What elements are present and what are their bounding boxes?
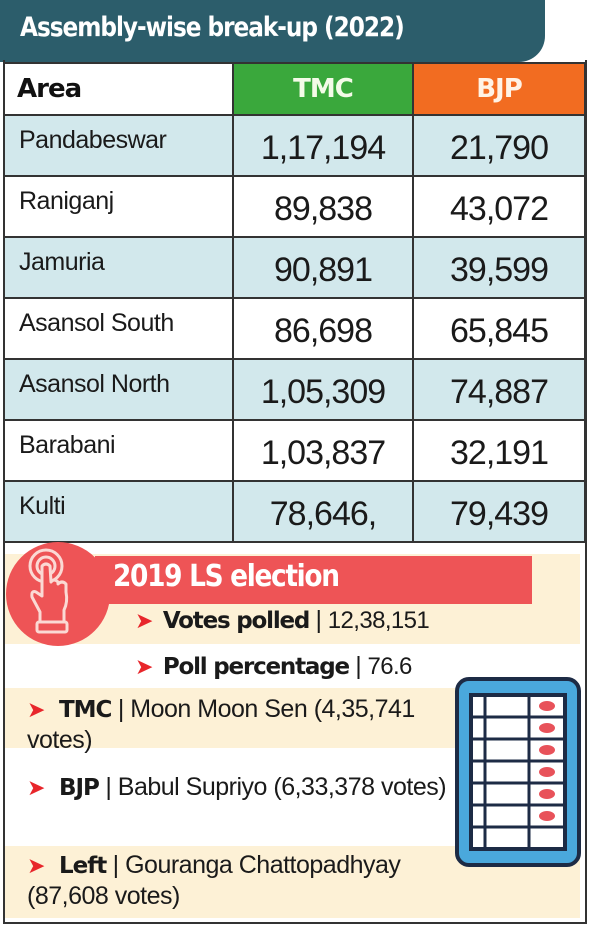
stat-label: Poll percentage (162, 654, 350, 680)
tmc-votes-cell: 90,891 (232, 236, 414, 299)
area-cell: Jamuria (3, 236, 234, 299)
column-header-tmc: TMC (232, 62, 414, 116)
bjp-votes-cell: 39,599 (412, 236, 586, 299)
area-cell: Raniganj (3, 175, 234, 238)
candidate-detail: Babul Supriyo (6,33,378 votes) (117, 773, 447, 801)
candidate-bjp: ➤ BJP | Babul Supriyo (6,33,378 votes) (27, 772, 457, 803)
party-label: BJP (58, 775, 100, 801)
candidate-detail: Gouranga Chattopadhyay (87,608 votes) (27, 851, 401, 910)
candidate-detail: Moon Moon Sen (4,35,741 votes) (27, 695, 415, 754)
table-row: Barabani 1,03,837 32,191 (3, 419, 586, 482)
stat-label: Votes polled (162, 608, 311, 634)
section-heading: 2019 LS election (113, 559, 340, 594)
stat-value: 76.6 (367, 653, 412, 680)
separator: | (106, 851, 126, 879)
candidate-left: ➤ Left | Gouranga Chattopadhyay (87,608 v… (27, 850, 457, 911)
table-row: Asansol North 1,05,309 74,887 (3, 358, 586, 421)
area-cell: Kulti (3, 480, 234, 543)
page-title: Assembly-wise break-up (2022) (20, 12, 405, 43)
arrowhead-icon: ➤ (27, 697, 45, 722)
stat-value: 12,38,151 (327, 607, 430, 634)
bjp-votes-cell: 32,191 (412, 419, 586, 482)
column-header-area: Area (3, 62, 234, 116)
tmc-votes-cell: 89,838 (232, 175, 414, 238)
bjp-votes-cell: 74,887 (412, 358, 586, 421)
tmc-votes-cell: 78,646, (232, 480, 414, 543)
table-row: Asansol South 86,698 65,845 (3, 297, 586, 360)
assembly-results-table: Area TMC BJP Pandabeswar 1,17,194 21,790… (3, 62, 586, 543)
table-row: Jamuria 90,891 39,599 (3, 236, 586, 299)
separator: | (111, 695, 131, 723)
separator: | (98, 773, 118, 801)
tmc-votes-cell: 1,03,837 (232, 419, 414, 482)
separator: | (309, 606, 328, 634)
separator: | (348, 652, 368, 680)
voting-machine-icon (455, 677, 581, 872)
area-cell: Pandabeswar (3, 114, 234, 177)
bjp-votes-cell: 21,790 (412, 114, 586, 177)
bjp-votes-cell: 65,845 (412, 297, 586, 360)
tmc-votes-cell: 1,05,309 (232, 358, 414, 421)
tmc-votes-cell: 1,17,194 (232, 114, 414, 177)
area-cell: Asansol South (3, 297, 234, 360)
area-cell: Asansol North (3, 358, 234, 421)
arrowhead-icon: ➤ (135, 608, 153, 633)
party-label: Left (58, 853, 107, 879)
arrowhead-icon: ➤ (27, 853, 45, 878)
table-row: Kulti 78,646, 79,439 (3, 480, 586, 543)
title-banner: Assembly-wise break-up (2022) (0, 0, 545, 62)
ls-2019-section: 2019 LS election ➤ Votes polled | 12,38,1… (5, 540, 585, 922)
tmc-votes-cell: 86,698 (232, 297, 414, 360)
column-header-bjp: BJP (412, 62, 586, 116)
candidate-tmc: ➤ TMC | Moon Moon Sen (4,35,741 votes) (27, 694, 457, 755)
bjp-votes-cell: 79,439 (412, 480, 586, 543)
finger-press-icon (6, 542, 110, 646)
party-label: TMC (58, 697, 112, 723)
arrowhead-icon: ➤ (27, 775, 45, 800)
area-cell: Barabani (3, 419, 234, 482)
arrowhead-icon: ➤ (135, 654, 153, 679)
poll-percentage-stat: ➤ Poll percentage | 76.6 (135, 652, 412, 681)
table-row: Pandabeswar 1,17,194 21,790 (3, 114, 586, 177)
table-row: Raniganj 89,838 43,072 (3, 175, 586, 238)
ls-2019-banner: 2019 LS election (95, 556, 532, 604)
votes-polled-stat: ➤ Votes polled | 12,38,151 (135, 606, 430, 635)
bjp-votes-cell: 43,072 (412, 175, 586, 238)
table-header-row: Area TMC BJP (3, 62, 586, 116)
